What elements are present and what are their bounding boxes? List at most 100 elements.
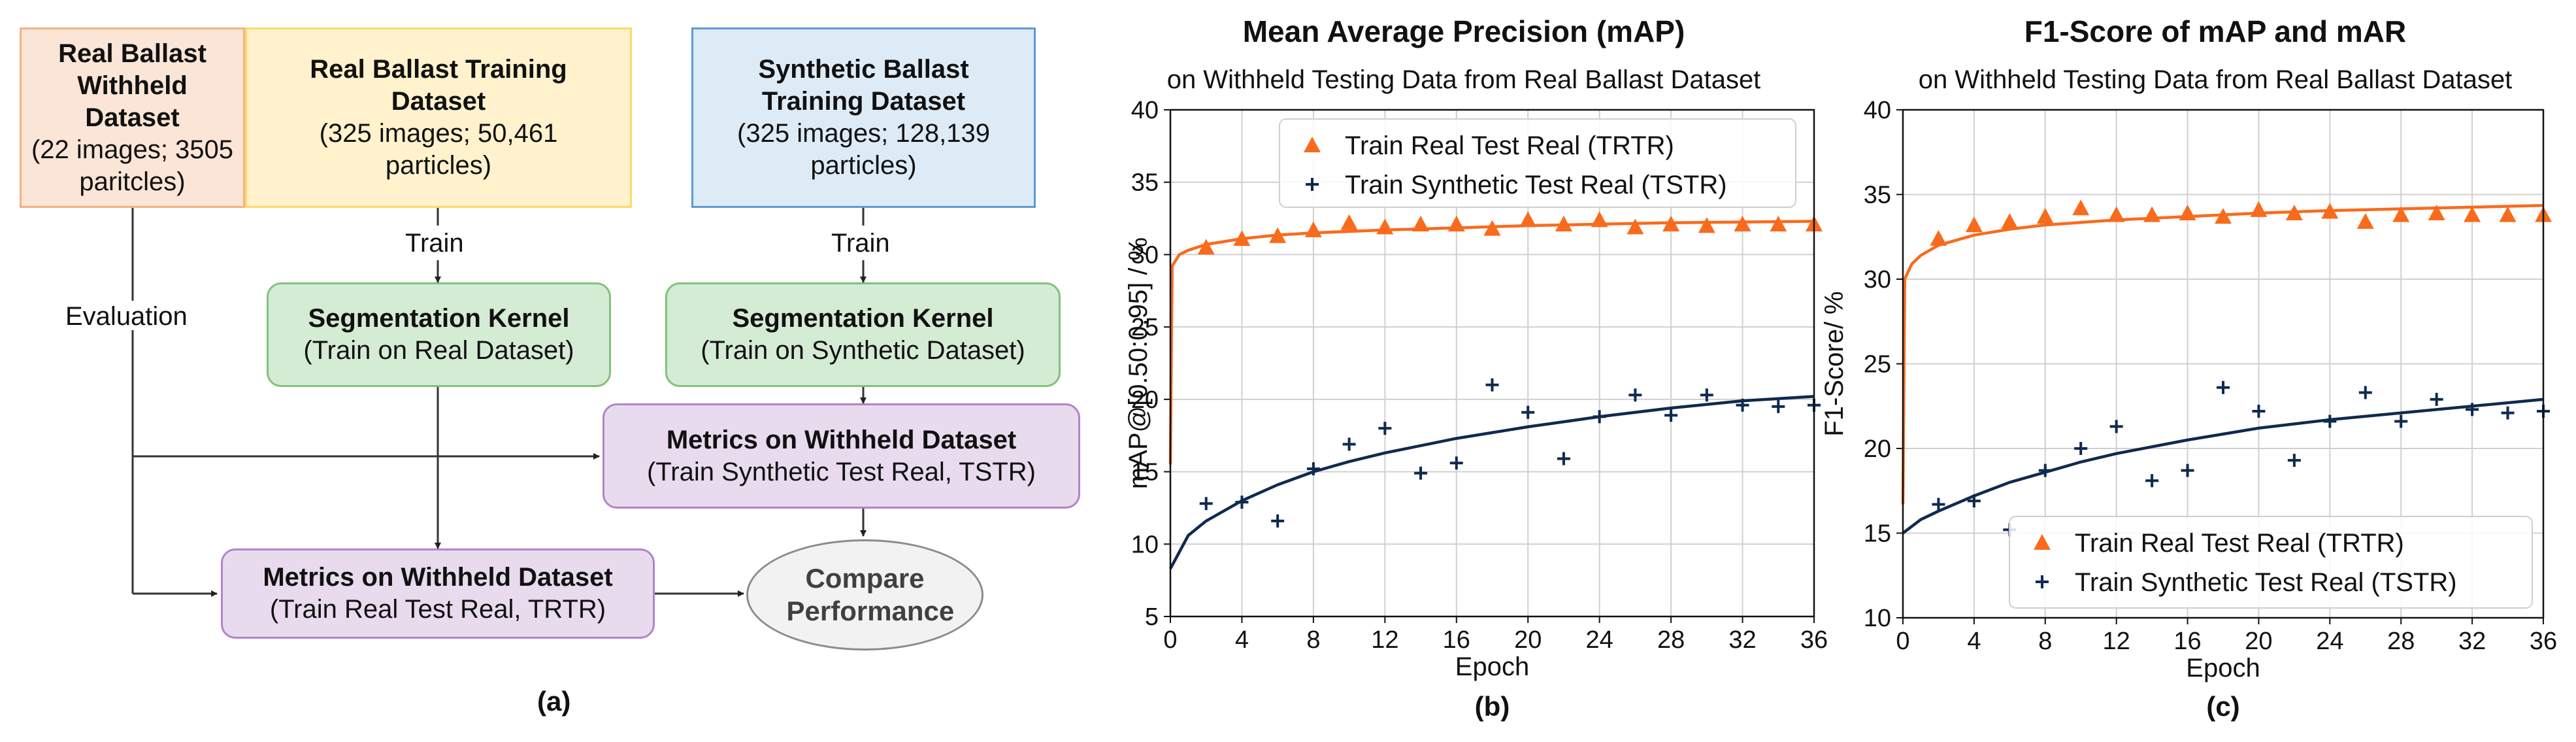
chart-map-ytick-label: 40 (1131, 97, 1159, 124)
chart-map-point (1521, 405, 1535, 419)
chart-map-series-tstr (1169, 378, 1821, 569)
metrics-trtr-detail: (Train Real Test Real, TRTR) (269, 595, 606, 624)
chart-f1-xtick-label: 32 (2458, 628, 2486, 655)
chart-map-xtick-label: 24 (1586, 626, 1613, 654)
chart-f1-ytick-label: 40 (1864, 97, 1891, 124)
chart-f1-xtick-label: 0 (1896, 628, 1909, 655)
chart-map-xtick-label: 16 (1443, 626, 1470, 654)
segmentation-kernel-synthetic-detail: (Train on Synthetic Dataset) (701, 336, 1025, 365)
chart-f1-legend-label: Train Real Test Real (TRTR) (2075, 529, 2404, 558)
chart-map-point (1770, 215, 1787, 231)
chart-map-point (1591, 211, 1608, 228)
chart-f1-point (1932, 497, 1945, 511)
chart-f1-xtick-label: 36 (2530, 628, 2557, 655)
synthetic-training-dataset-box: Synthetic Ballast Training Dataset (325 … (691, 27, 1036, 208)
chart-map-legend-marker (1304, 137, 1321, 153)
chart-f1-point (2323, 414, 2337, 428)
chart-f1-ytick-label: 30 (1864, 266, 1891, 294)
chart-map-legend-label: Train Synthetic Test Real (TSTR) (1345, 171, 1727, 199)
chart-f1-legend-box (2009, 516, 2533, 609)
real-training-dataset-detail: (325 images; 50,461 particles) (319, 119, 558, 180)
chart-map-point (1772, 399, 1785, 413)
chart-map-ytick-label: 15 (1131, 459, 1159, 486)
chart-map-ytick-label: 25 (1131, 314, 1159, 341)
chart-f1-point (2394, 414, 2408, 428)
chart-f1-point (2179, 204, 2196, 221)
chart-map-point (1199, 497, 1213, 511)
metrics-trtr-box: Metrics on Withheld Dataset (Train Real … (221, 548, 655, 639)
chart-f1-point (2250, 201, 2268, 217)
chart-map-point (1197, 239, 1215, 255)
chart-f1-point (1965, 216, 1983, 233)
chart-map-ytick-label: 20 (1131, 386, 1159, 414)
chart-f1-point (2215, 208, 2232, 224)
chart-map-point (1555, 215, 1572, 231)
chart-map-legend-marker (1306, 178, 1319, 191)
chart-f1-legend-label: Train Synthetic Test Real (TSTR) (2075, 568, 2457, 597)
chart-f1-fit-line (1901, 204, 2544, 505)
chart-f1-point (2181, 464, 2194, 477)
chart-map-ylabel: mAP@[0.50:0.95] / % (1124, 237, 1153, 489)
chart-f1-point (2072, 199, 2090, 216)
chart-f1-point (2038, 464, 2052, 477)
chart-f1-point (2356, 212, 2374, 229)
chart-map-point (1376, 218, 1394, 235)
chart-f1-point (2109, 420, 2123, 433)
chart-f1-point (2430, 392, 2443, 406)
chart-map-point (1304, 221, 1322, 237)
metrics-trtr-title: Metrics on Withheld Dataset (263, 563, 613, 592)
chart-map-point (1412, 215, 1430, 231)
chart-map-legend: Train Real Test Real (TRTR) Train Synthet… (1279, 118, 1796, 208)
chart-map-point (1414, 466, 1428, 480)
chart-map-title: Mean Average Precision (mAP) (1243, 14, 1685, 48)
chart-map-ytick-label: 5 (1145, 603, 1159, 631)
chart-f1-point (2464, 206, 2481, 222)
chart-f1-point (2501, 406, 2515, 420)
chart-f1-frame (1902, 109, 2545, 619)
compare-performance-oval: Compare Performance (746, 539, 983, 650)
chart-map-xtick-label: 4 (1235, 626, 1249, 654)
chart-map-point (1593, 410, 1606, 424)
chart-map-xtick-label: 20 (1514, 626, 1542, 654)
chart-map-xtick-label: 28 (1657, 626, 1685, 654)
segmentation-kernel-real-detail: (Train on Real Dataset) (303, 336, 574, 365)
segmentation-kernel-synthetic-box: Segmentation Kernel (Train on Synthetic … (665, 282, 1061, 387)
real-training-dataset-box: Real Ballast Training Dataset (325 image… (245, 27, 632, 208)
chart-f1-point (2466, 403, 2479, 416)
chart-map-point (1342, 437, 1356, 451)
chart-map-point (1700, 388, 1713, 402)
chart-map-xtick-label: 12 (1371, 626, 1398, 654)
chart-map-point (1734, 215, 1751, 231)
chart-map-legend-box (1279, 118, 1796, 208)
panel-label-a: (a) (537, 686, 571, 717)
chart-f1-xtick-label: 8 (2038, 628, 2052, 655)
chart-f1-legend-marker (2036, 575, 2049, 588)
chart-map-xtick-label: 8 (1306, 626, 1320, 654)
chart-map-panel-label: (b) (1475, 691, 1510, 722)
chart-f1-point (2036, 208, 2054, 224)
chart-f1-ytick-label: 10 (1864, 605, 1891, 632)
chart-f1-point (2428, 204, 2445, 221)
chart-f1-series-tstr (1902, 380, 2550, 537)
chart-map-fit-line (1168, 220, 1815, 465)
chart-f1-point (1967, 494, 1981, 508)
segmentation-kernel-synthetic-title: Segmentation Kernel (732, 304, 994, 333)
chart-map-point (1519, 211, 1537, 228)
chart-f1-xtick-label: 24 (2316, 628, 2343, 655)
chart-map-subtitle: on Withheld Testing Data from Real Balla… (1167, 65, 1761, 94)
chart-f1-xtick-label: 12 (2103, 628, 2130, 655)
chart-map-point (1269, 227, 1287, 243)
chart-map: Mean Average Precision (mAP) on Withheld … (1124, 14, 1828, 722)
withheld-dataset-detail: (22 images; 3505 paritcles) (31, 135, 234, 196)
compare-performance-label: Compare Performance (786, 563, 955, 626)
chart-map-series-trtr (1168, 211, 1823, 465)
chart-f1-point (2145, 474, 2159, 488)
chart-map-point (1449, 456, 1463, 470)
chart-f1-xtick-label: 28 (2387, 628, 2415, 655)
chart-map-point (1378, 422, 1392, 435)
withheld-dataset-title: Real Ballast Withheld Dataset (58, 39, 206, 132)
chart-map-ytick-label: 10 (1131, 531, 1159, 558)
chart-map-grid: 0 4 8 12 16 20 24 28 32 36 5 10 15 20 25 30 35 40 (1131, 97, 1828, 654)
